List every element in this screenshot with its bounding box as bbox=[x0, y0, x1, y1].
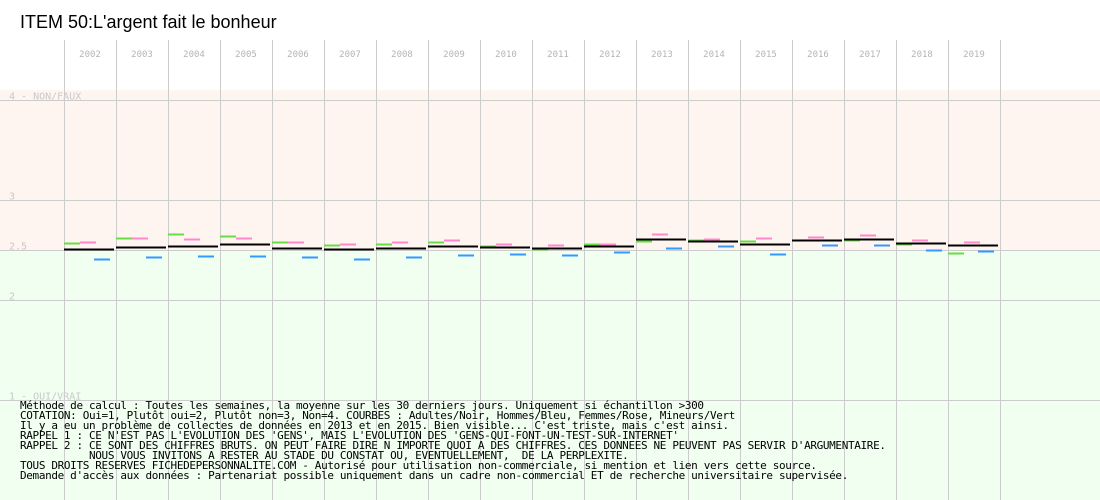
x-tick-label: 2012 bbox=[599, 50, 621, 60]
x-tick-label: 2004 bbox=[183, 50, 205, 60]
x-tick-label: 2008 bbox=[391, 50, 413, 60]
note-line: RAPPEL 1 : CE N'EST PAS L'EVOLUTION DES … bbox=[20, 429, 679, 442]
y-tick-label: 1 - OUI/VRAI bbox=[9, 392, 81, 403]
chart-title: ITEM 50:L'argent fait le bonheur bbox=[20, 12, 277, 32]
note-line: Il y a eu un problème de collectes de do… bbox=[20, 419, 729, 432]
note-line: COTATION: Oui=1, Plutôt oui=2, Plutôt no… bbox=[20, 409, 736, 422]
x-tick-label: 2014 bbox=[703, 50, 725, 60]
x-tick-label: 2011 bbox=[547, 50, 569, 60]
x-tick-label: 2003 bbox=[131, 50, 153, 60]
x-tick-label: 2010 bbox=[495, 50, 517, 60]
note-line: NOUS VOUS INVITONS A RESTER AU STADE DU … bbox=[20, 449, 629, 462]
y-tick-label: 4 - NON/FAUX bbox=[9, 92, 81, 103]
y-tick-label: 2.5 bbox=[9, 242, 27, 253]
y-tick-label: 2 bbox=[9, 292, 15, 303]
note-line: Demande d'accès aux données : Partenaria… bbox=[20, 469, 848, 482]
x-tick-label: 2007 bbox=[339, 50, 361, 60]
x-tick-label: 2009 bbox=[443, 50, 465, 60]
chart-notes: Méthode de calcul : Toutes les semaines,… bbox=[20, 399, 886, 482]
x-tick-label: 2013 bbox=[651, 50, 673, 60]
x-tick-label: 2005 bbox=[235, 50, 257, 60]
note-line: Méthode de calcul : Toutes les semaines,… bbox=[20, 399, 704, 412]
zone-non bbox=[0, 90, 1100, 250]
note-line: RAPPEL 2 : CE SONT DES CHIFFRES BRUTS. O… bbox=[20, 439, 886, 452]
x-tick-label: 2015 bbox=[755, 50, 777, 60]
x-tick-label: 2006 bbox=[287, 50, 309, 60]
x-tick-label: 2017 bbox=[859, 50, 881, 60]
x-tick-label: 2018 bbox=[911, 50, 933, 60]
x-tick-label: 2019 bbox=[963, 50, 985, 60]
x-tick-label: 2002 bbox=[79, 50, 101, 60]
zone-oui bbox=[0, 250, 1100, 500]
y-tick-label: 3 bbox=[9, 192, 15, 203]
x-tick-label: 2016 bbox=[807, 50, 829, 60]
note-line: TOUS DROITS RESERVES FICHEDEPERSONNALITE… bbox=[20, 459, 817, 472]
